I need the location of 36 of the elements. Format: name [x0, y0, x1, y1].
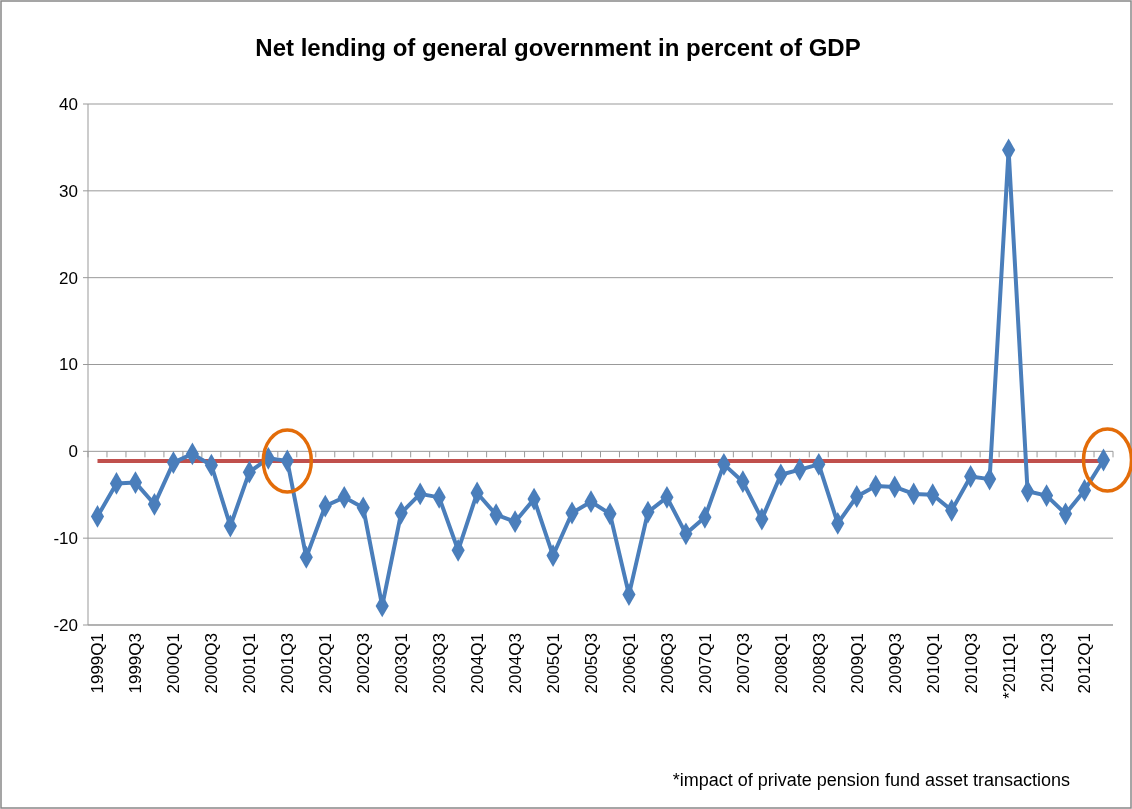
- x-tick-label: 2003Q1: [392, 633, 412, 694]
- x-tick-label: 2011Q3: [1037, 633, 1057, 693]
- chart-title: Net lending of general government in percent of GDP: [255, 34, 861, 61]
- x-tick-label: 2007Q3: [733, 633, 753, 694]
- x-tick-label: 2007Q1: [695, 633, 715, 694]
- x-tick-label: 1999Q1: [88, 633, 108, 694]
- x-tick-label: 2000Q3: [202, 633, 222, 694]
- y-tick-label: 30: [59, 181, 78, 201]
- x-tick-label: 2010Q3: [961, 633, 981, 694]
- x-tick-label: 2000Q1: [164, 633, 184, 694]
- y-tick-label: 20: [59, 268, 78, 288]
- x-tick-label: 2006Q1: [619, 633, 639, 694]
- y-tick-label: 10: [59, 355, 78, 375]
- x-tick-label: 2010Q1: [923, 633, 943, 694]
- x-tick-label: 2002Q3: [354, 633, 374, 694]
- x-tick-label: 2004Q1: [468, 633, 488, 694]
- x-tick-label: 2005Q1: [544, 633, 563, 694]
- y-tick-label: -20: [53, 615, 78, 635]
- y-tick-label: 0: [68, 442, 78, 462]
- x-tick-label: 2003Q3: [430, 633, 450, 694]
- x-tick-label: 2006Q3: [657, 633, 677, 694]
- x-tick-label: 2001Q3: [278, 633, 298, 694]
- y-tick-label: -10: [53, 529, 78, 549]
- x-tick-label: 2004Q3: [506, 633, 526, 694]
- x-tick-label: 2009Q1: [847, 633, 867, 694]
- x-tick-label: 2012Q1: [1075, 633, 1095, 694]
- x-tick-label: 2009Q3: [885, 633, 905, 694]
- x-tick-label: 2001Q1: [240, 633, 260, 694]
- x-tick-label: 2008Q3: [809, 633, 829, 694]
- x-tick-label: 2008Q1: [771, 633, 791, 694]
- y-tick-label: 40: [59, 94, 78, 114]
- text: *impact of private pension fund asset transactions: [672, 770, 1070, 790]
- x-tick-label: *2011Q1: [999, 633, 1019, 699]
- x-tick-label: 2002Q1: [316, 633, 336, 694]
- x-tick-label: 2005Q3: [581, 633, 601, 694]
- x-tick-label: 1999Q3: [126, 633, 146, 694]
